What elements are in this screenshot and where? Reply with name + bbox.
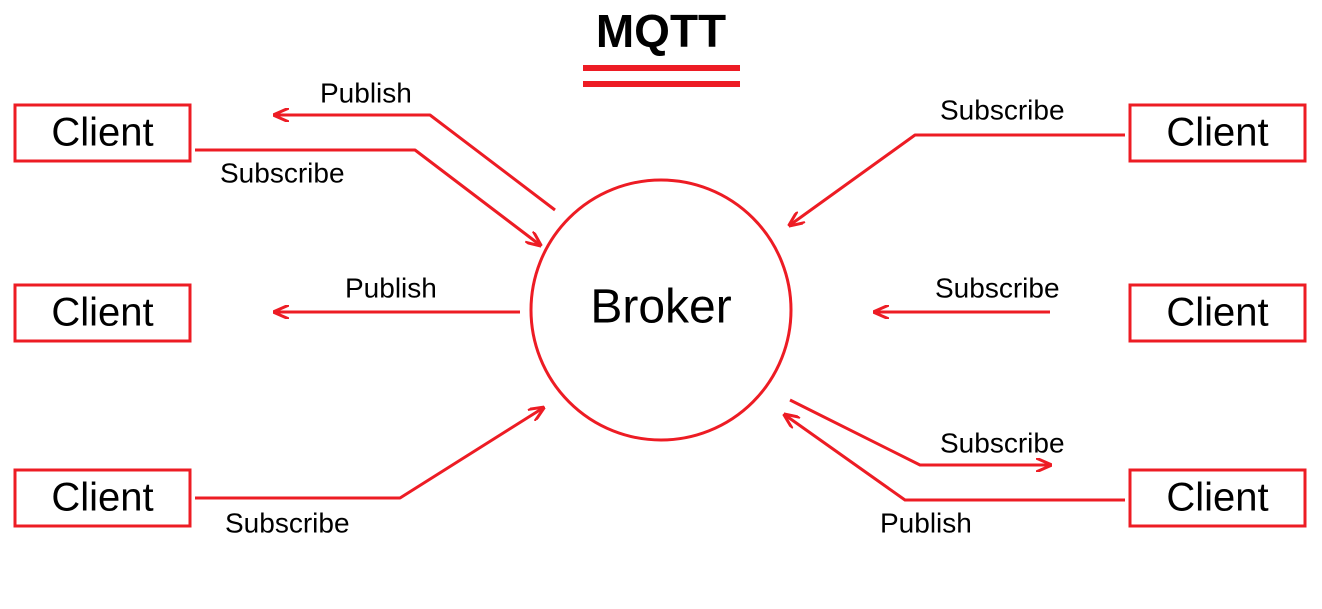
edge-label: Subscribe <box>220 157 345 188</box>
edge-label: Publish <box>345 272 437 303</box>
client-label: Client <box>51 111 153 155</box>
broker-label: Broker <box>590 281 731 334</box>
client-node: Client <box>1130 285 1305 341</box>
client-label: Client <box>1166 476 1268 520</box>
mqtt-diagram: MQTT Broker Client Client Client Client Clie… <box>0 0 1322 609</box>
edge-label: Subscribe <box>940 94 1065 125</box>
diagram-title: MQTT <box>596 5 726 57</box>
client-node: Client <box>15 105 190 161</box>
edge-arrow <box>195 408 543 498</box>
client-label: Client <box>1166 291 1268 335</box>
client-node: Client <box>15 285 190 341</box>
client-node: Client <box>1130 105 1305 161</box>
client-node: Client <box>1130 470 1305 526</box>
edge-label: Publish <box>320 77 412 108</box>
edge-label: Subscribe <box>940 427 1065 458</box>
edge-label: Subscribe <box>935 272 1060 303</box>
edge-label: Subscribe <box>225 507 350 538</box>
client-label: Client <box>1166 111 1268 155</box>
edge-arrow <box>790 135 1125 225</box>
client-node: Client <box>15 470 190 526</box>
client-label: Client <box>51 291 153 335</box>
edge-label: Publish <box>880 507 972 538</box>
client-label: Client <box>51 476 153 520</box>
